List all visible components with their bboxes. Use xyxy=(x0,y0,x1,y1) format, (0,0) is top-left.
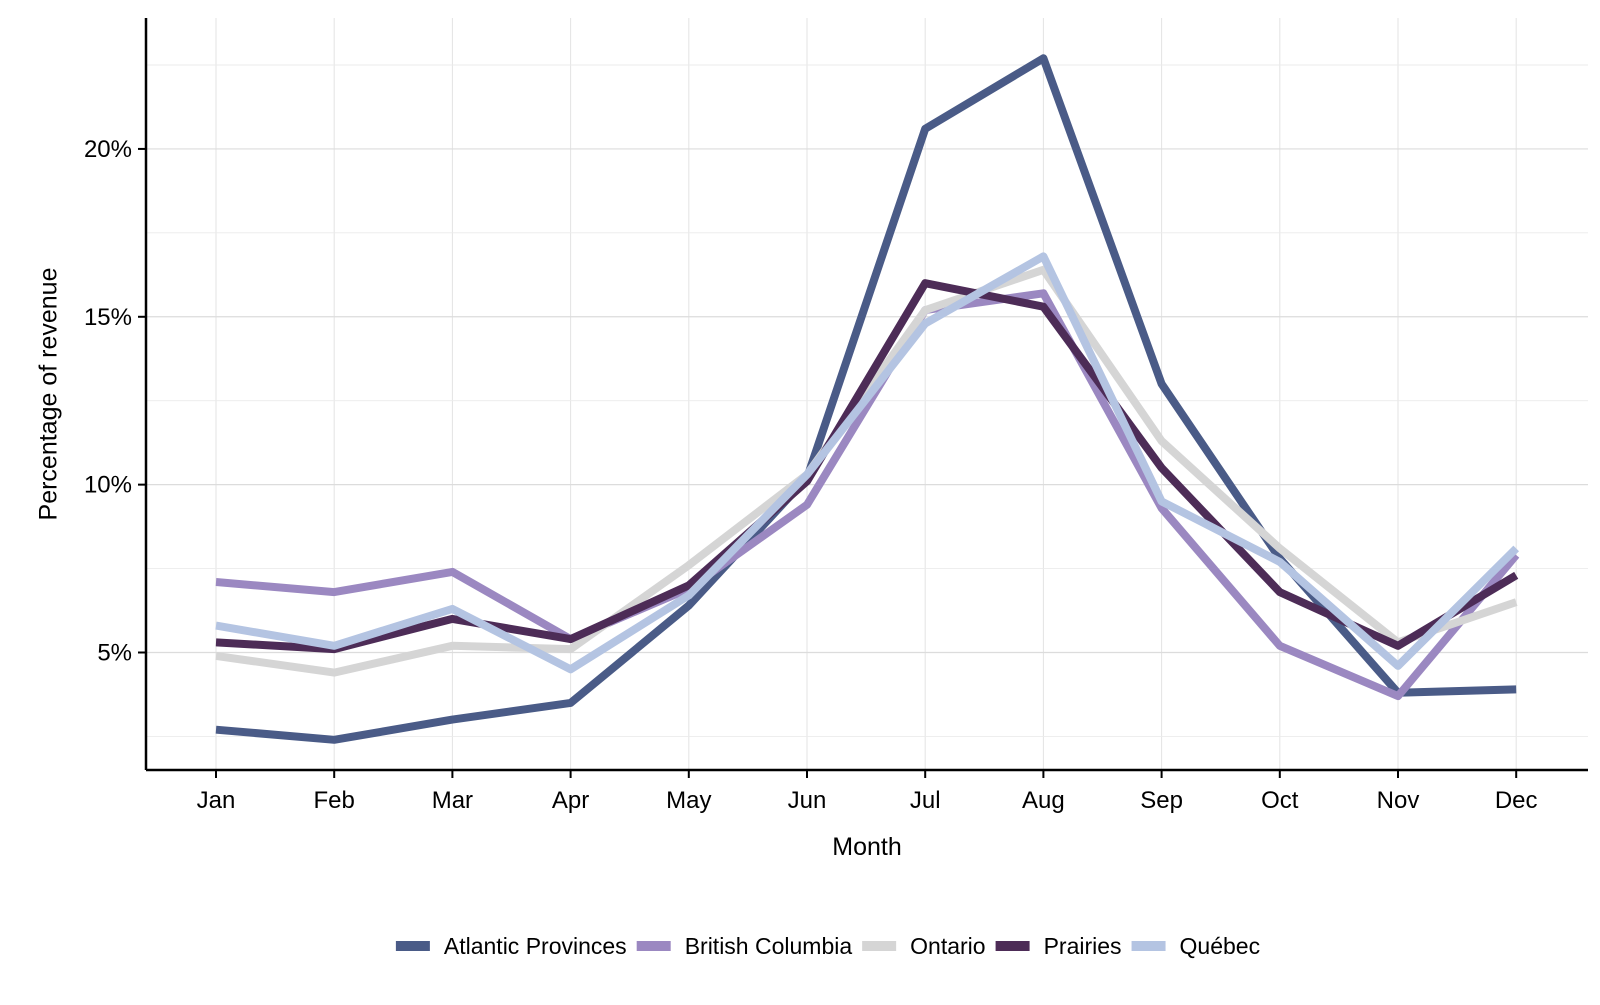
series-line-quebec xyxy=(215,252,1520,674)
ticks: Jan Feb Mar Apr May Jun Jul Aug Sep Oct Nov Dec 5% 10… xyxy=(84,136,1538,814)
legend-label: Ontario xyxy=(910,933,985,959)
legend: Atlantic Provinces British Columbia Ontari… xyxy=(395,933,1261,959)
x-tick-label: Dec xyxy=(1495,787,1538,814)
x-tick-label: Nov xyxy=(1377,787,1420,814)
series-line-prairies xyxy=(215,279,1519,654)
legend-item: Atlantic Provinces xyxy=(395,933,627,959)
x-tick-label: Mar xyxy=(432,787,473,814)
x-tick-label: Oct xyxy=(1261,787,1299,814)
series-line-ontario xyxy=(215,265,1518,677)
x-tick-label: Aug xyxy=(1022,787,1065,814)
x-tick-label: Sep xyxy=(1140,787,1183,814)
x-tick-label: Jul xyxy=(910,787,941,814)
y-tick-label: 20% xyxy=(84,136,132,163)
legend-item: British Columbia xyxy=(636,933,853,959)
y-tick-label: 5% xyxy=(97,640,132,667)
legend-item: Ontario xyxy=(862,933,986,959)
legend-item: Québec xyxy=(1131,933,1261,959)
x-tick-label: May xyxy=(666,787,711,814)
legend-item: Prairies xyxy=(995,933,1122,959)
x-tick-label: Apr xyxy=(552,787,589,814)
series-lines xyxy=(215,54,1520,744)
legend-label: British Columbia xyxy=(685,933,853,959)
x-axis-title: Month xyxy=(832,833,901,861)
axes xyxy=(144,18,1588,772)
x-tick-label: Feb xyxy=(314,787,355,814)
y-axis-title: Percentage of revenue xyxy=(35,268,63,521)
x-tick-label: Jun xyxy=(788,787,827,814)
legend-label: Atlantic Provinces xyxy=(444,933,627,959)
y-tick-label: 15% xyxy=(84,304,132,331)
y-tick-label: 10% xyxy=(84,472,132,499)
legend-label: Québec xyxy=(1180,933,1261,959)
legend-label: Prairies xyxy=(1044,933,1122,959)
series-line-british-columbia xyxy=(215,289,1520,701)
x-tick-label: Jan xyxy=(197,787,236,814)
